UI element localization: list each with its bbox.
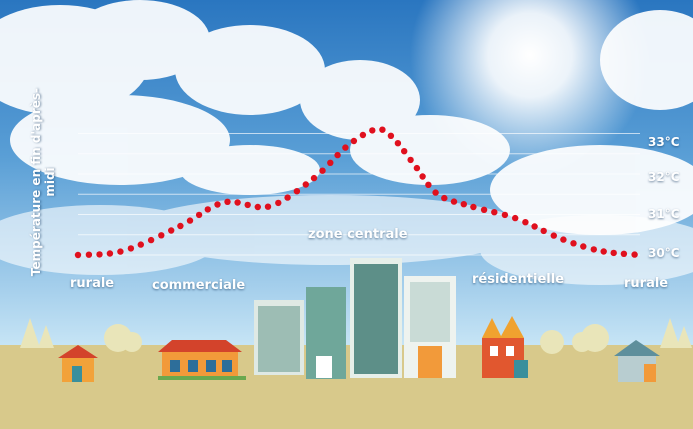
curve-dot: [137, 241, 144, 248]
curve-dot: [413, 164, 421, 172]
curve-dot: [310, 174, 318, 182]
tick-label-30: 30°C: [648, 246, 680, 260]
curve-dot: [244, 201, 251, 209]
zone-label-commercial: commerciale: [152, 278, 246, 293]
curve-dot: [293, 188, 301, 195]
curve-dot: [480, 206, 488, 213]
curve-dot: [85, 251, 93, 258]
curve-dot: [470, 203, 477, 211]
curve-dot: [96, 251, 103, 258]
curve-dot: [334, 151, 341, 159]
curve-dot: [158, 232, 165, 239]
curve-dot: [117, 248, 124, 255]
curve-dot: [501, 211, 509, 219]
curve-dot: [620, 250, 628, 257]
curve-dot: [342, 144, 349, 151]
curve-dot: [600, 248, 607, 255]
curve-dot: [369, 127, 376, 134]
curve-dot: [264, 203, 272, 210]
curve-dot: [425, 181, 432, 188]
curve-dot: [275, 199, 282, 207]
y-axis-label: Température en fin d'après-midi: [29, 87, 57, 277]
curve-dot: [168, 227, 175, 234]
tick-label-33: 33°C: [648, 135, 680, 149]
zone-label-rural-right: rurale: [624, 276, 669, 291]
curve-dot: [631, 251, 638, 258]
curve-dot: [379, 126, 386, 133]
curve-dot: [540, 227, 547, 235]
curve-dot: [394, 140, 402, 147]
curve-dot: [224, 198, 231, 205]
zone-label-rural-left: rurale: [70, 276, 115, 291]
ground: [0, 345, 693, 429]
curve-dot: [387, 132, 395, 139]
curve-dot: [441, 194, 448, 202]
curve-dot: [610, 249, 617, 257]
downtown-buildings-icon: [254, 258, 456, 379]
curve-dot: [214, 201, 221, 208]
commercial-building-icon: [158, 340, 246, 380]
curve-dot: [186, 217, 194, 224]
temperature-grid-lines: [78, 133, 640, 256]
curve-dot: [74, 251, 82, 259]
curve-dot: [560, 236, 567, 243]
tree-icons: [20, 318, 692, 354]
curve-dot: [419, 173, 426, 180]
curve-dot: [234, 199, 241, 206]
rural-house-right-icon: [614, 340, 660, 382]
tick-label-32: 32°C: [648, 170, 680, 184]
curve-dot: [531, 223, 538, 230]
temperature-curve: [74, 126, 638, 259]
curve-dot: [512, 214, 519, 222]
residential-houses-icon: [482, 316, 528, 378]
zone-label-central: zone centrale: [308, 227, 408, 242]
curve-dot: [284, 194, 291, 201]
rural-house-left-icon: [58, 345, 98, 382]
curve-dot: [350, 137, 358, 145]
curve-dot: [590, 246, 597, 253]
zone-label-residential: résidentielle: [472, 272, 565, 287]
curve-dot: [106, 250, 114, 257]
cloud-shapes: [0, 0, 693, 235]
curve-dot: [327, 159, 334, 166]
curve-dot: [407, 156, 414, 164]
curve-dot: [401, 148, 408, 155]
curve-dot: [177, 222, 184, 230]
curve-dot: [432, 189, 439, 196]
curve-dot: [204, 206, 211, 213]
curve-dot: [460, 201, 467, 208]
curve-dot: [570, 240, 577, 247]
curve-dot: [254, 203, 261, 211]
tick-label-31: 31°C: [648, 207, 680, 221]
curve-dot: [127, 245, 135, 252]
curve-dot: [147, 236, 155, 244]
curve-dot: [522, 219, 529, 226]
curve-dot: [450, 198, 458, 205]
curve-dot: [580, 243, 587, 250]
curve-dot: [302, 181, 309, 188]
curve-dot: [359, 131, 367, 139]
curve-dot: [491, 209, 498, 216]
curve-dot: [550, 232, 557, 239]
curve-dot: [319, 167, 326, 174]
curve-dot: [195, 211, 203, 219]
